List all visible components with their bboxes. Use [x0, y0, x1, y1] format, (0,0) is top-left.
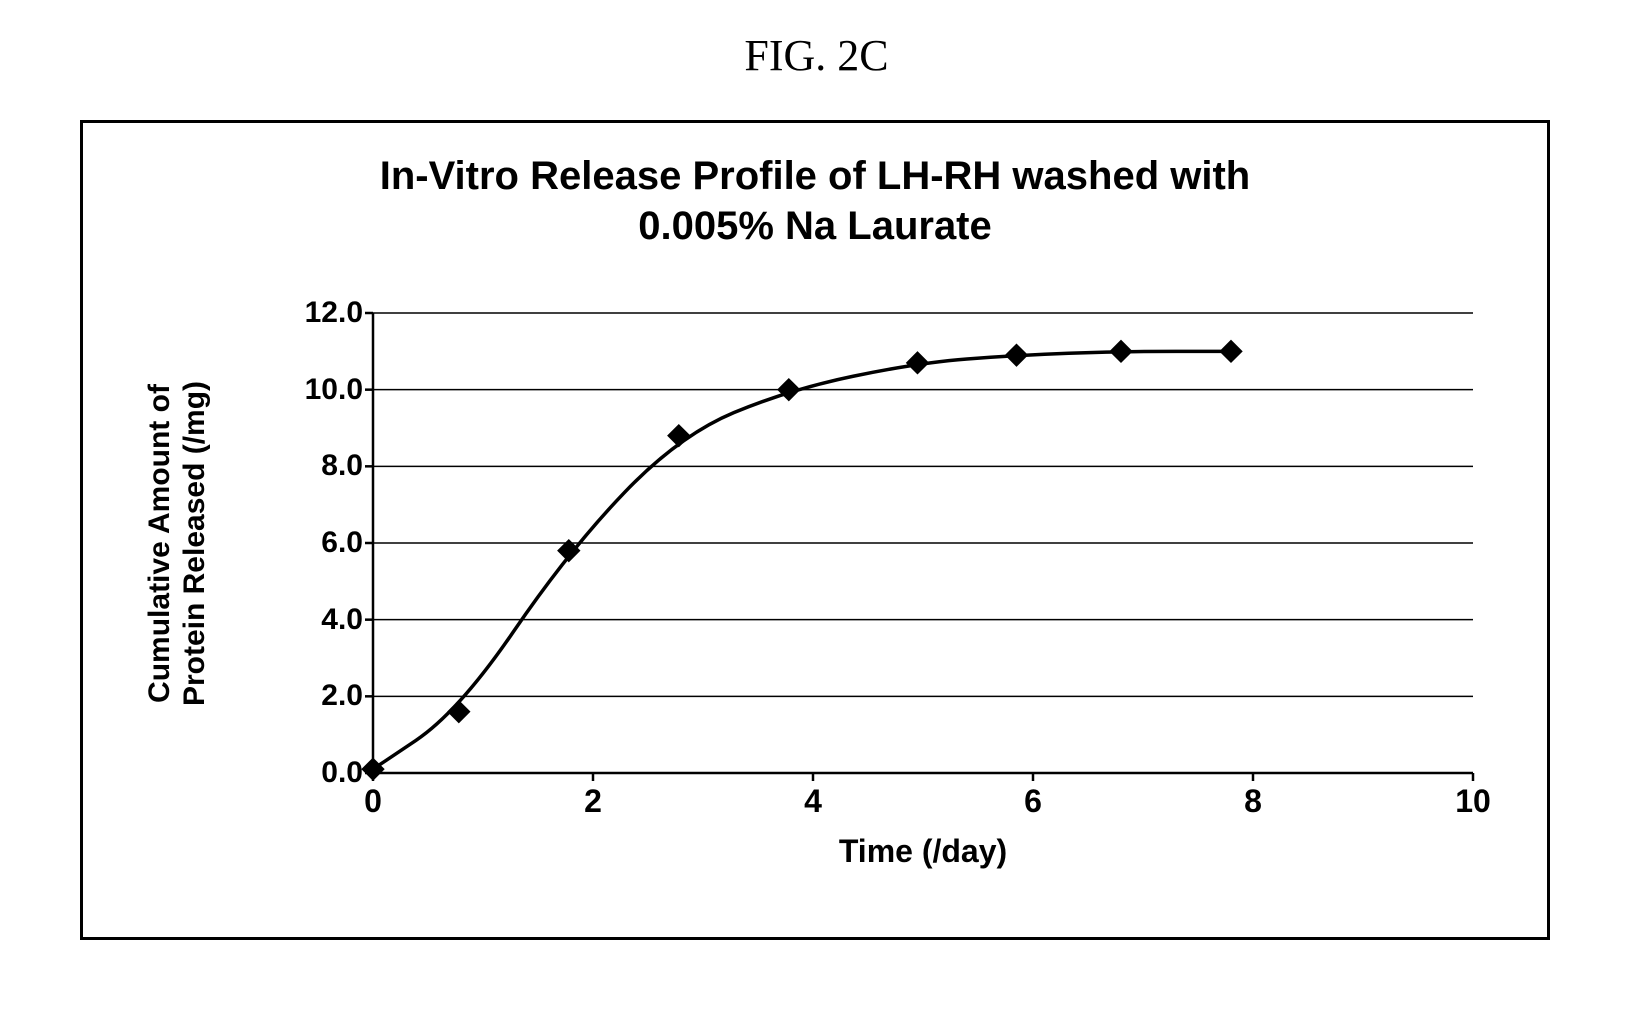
y-tick-label: 4.0 [321, 603, 363, 637]
chart-frame: In-Vitro Release Profile of LH-RH washed… [80, 120, 1550, 940]
chart-title-line2: 0.005% Na Laurate [638, 204, 992, 248]
y-tick-label: 2.0 [321, 679, 363, 713]
plot-wrap: Cumulative Amount of Protein Released (/… [143, 313, 1493, 873]
plot-area [373, 313, 1473, 773]
y-tick-label: 10.0 [305, 373, 363, 407]
y-tick-label: 0.0 [321, 756, 363, 790]
x-tick-label: 0 [364, 783, 382, 820]
chart-title: In-Vitro Release Profile of LH-RH washed… [83, 151, 1547, 251]
x-tick-label: 4 [804, 783, 822, 820]
x-tick-label: 8 [1244, 783, 1262, 820]
figure-label: FIG. 2C [0, 30, 1633, 81]
ylabel-line2: Protein Released (/mg) [178, 380, 211, 705]
x-tick-label: 10 [1455, 783, 1491, 820]
x-tick-label: 6 [1024, 783, 1042, 820]
y-axis-label: Cumulative Amount of Protein Released (/… [143, 313, 213, 773]
y-tick-labels: 0.02.04.06.08.010.012.0 [283, 313, 363, 773]
y-tick-label: 6.0 [321, 526, 363, 560]
x-tick-label: 2 [584, 783, 602, 820]
x-axis-label: Time (/day) [373, 833, 1473, 870]
y-tick-label: 12.0 [305, 296, 363, 330]
ylabel-line1: Cumulative Amount of [144, 384, 177, 703]
chart-title-line1: In-Vitro Release Profile of LH-RH washed… [380, 154, 1251, 198]
page: FIG. 2C In-Vitro Release Profile of LH-R… [0, 0, 1633, 1032]
y-tick-label: 8.0 [321, 449, 363, 483]
x-tick-labels: 0246810 [373, 783, 1473, 823]
